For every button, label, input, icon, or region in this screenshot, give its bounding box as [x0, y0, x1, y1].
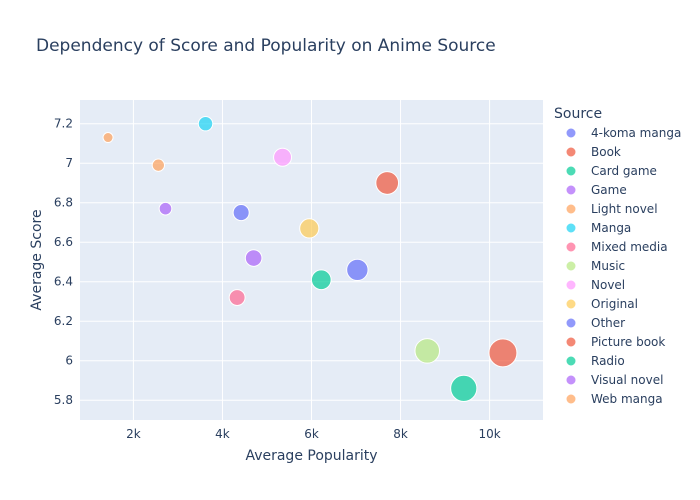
legend-item-label[interactable]: Game: [591, 183, 627, 197]
legend-item-label[interactable]: Web manga: [591, 392, 663, 406]
gridlines: [80, 100, 543, 420]
data-point-web-manga[interactable]: [102, 132, 114, 144]
legend-item-label[interactable]: 4-koma manga: [591, 126, 681, 140]
legend-marker: [565, 165, 577, 177]
legend-marker: [565, 203, 577, 215]
legend-marker: [565, 241, 577, 253]
legend-item-label[interactable]: Music: [591, 259, 625, 273]
y-tick-label: 7.2: [54, 117, 73, 131]
data-point-music[interactable]: [414, 338, 441, 364]
legend-item-label[interactable]: Picture book: [591, 335, 665, 349]
x-tick-label: 8k: [393, 427, 408, 441]
legend-item-label[interactable]: Book: [591, 145, 621, 159]
data-points: [102, 115, 518, 403]
y-tick-label: 6.8: [54, 196, 73, 210]
legend-marker: [565, 146, 577, 158]
legend-item-label[interactable]: Radio: [591, 354, 625, 368]
legend-marker: [565, 127, 577, 139]
y-tick-label: 5.8: [54, 393, 73, 407]
legend-marker: [565, 222, 577, 234]
legend-marker: [565, 260, 577, 272]
legend-item-label[interactable]: Light novel: [591, 202, 658, 216]
chart-title: Dependency of Score and Popularity on An…: [36, 36, 496, 56]
legend-marker: [565, 355, 577, 367]
legend-item-label[interactable]: Mixed media: [591, 240, 668, 254]
legend-item-label[interactable]: Card game: [591, 164, 657, 178]
data-point-game[interactable]: [244, 249, 263, 267]
legend-marker: [565, 279, 577, 291]
data-point-manga[interactable]: [197, 115, 214, 132]
data-point-card-game[interactable]: [310, 269, 332, 291]
legend-item-label[interactable]: Visual novel: [591, 373, 663, 387]
y-tick-label: 7: [65, 156, 73, 170]
legend-marker: [565, 374, 577, 386]
tick-labels: 2k 4k 6k 8k 10k 5.8 6 6.2 6.4 6.6 6.8 7 7.2: [54, 117, 501, 441]
legend-item-label[interactable]: Original: [591, 297, 638, 311]
data-point-radio[interactable]: [450, 374, 478, 403]
legend-item-label[interactable]: Manga: [591, 221, 631, 235]
legend-marker: [565, 393, 577, 405]
legend-item-label[interactable]: Novel: [591, 278, 625, 292]
data-point-novel[interactable]: [273, 147, 293, 167]
legend-title: Source: [554, 106, 602, 122]
data-point-original[interactable]: [299, 218, 320, 239]
legend-marker: [565, 317, 577, 329]
data-point-other[interactable]: [346, 258, 369, 282]
legend[interactable]: Source 4-koma manga Book Card game Game Ligh…: [554, 106, 681, 406]
x-tick-label: 2k: [126, 427, 141, 441]
data-point-book[interactable]: [375, 171, 400, 195]
y-tick-label: 6.2: [54, 314, 73, 328]
data-point-picture-book[interactable]: [488, 338, 518, 368]
data-point-4-koma-manga[interactable]: [232, 204, 250, 222]
legend-marker: [565, 184, 577, 196]
y-tick-label: 6: [65, 354, 73, 368]
data-point-mixed-media[interactable]: [228, 289, 246, 306]
y-axis-title: Average Score: [29, 209, 45, 310]
y-tick-label: 6.4: [54, 275, 73, 289]
data-point-visual-novel[interactable]: [158, 201, 173, 216]
x-tick-label: 10k: [478, 427, 500, 441]
y-tick-label: 6.6: [54, 235, 73, 249]
legend-marker: [565, 298, 577, 310]
legend-marker: [565, 336, 577, 348]
data-point-light-novel[interactable]: [151, 158, 166, 172]
legend-item-label[interactable]: Other: [591, 316, 625, 330]
x-tick-label: 6k: [304, 427, 319, 441]
x-tick-label: 4k: [215, 427, 230, 441]
x-axis-title: Average Popularity: [245, 448, 377, 464]
